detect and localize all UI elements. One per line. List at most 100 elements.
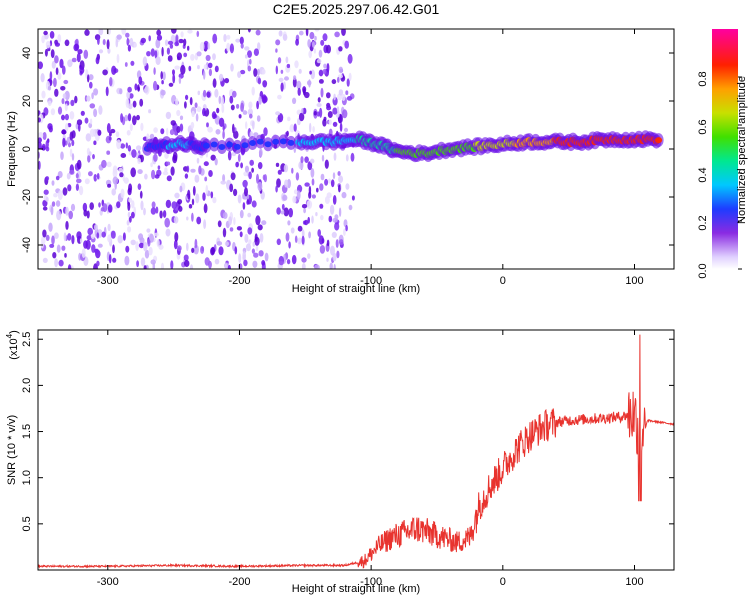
spectrogram-noise-cell <box>338 46 343 52</box>
spectrogram-noise-cell <box>88 74 94 81</box>
spectrogram-noise-cell <box>90 233 95 239</box>
spectrogram-noise-cell <box>76 52 81 63</box>
snr-multiplier-exponent: 4 <box>5 333 14 338</box>
spectrogram-noise-cell <box>38 141 42 150</box>
spectrogram-noise-cell <box>94 248 100 256</box>
spectrogram-noise-cell <box>309 122 312 133</box>
spectrogram-noise-cell <box>109 76 113 87</box>
spectrogram-noise-cell <box>244 233 249 243</box>
spectrogram-noise-cell <box>164 167 168 173</box>
spectrogram-y-tick-label: 40 <box>21 47 33 59</box>
spectrogram-noise-cell <box>308 50 313 59</box>
spectrogram-noise-cell <box>277 94 282 100</box>
spectrogram-noise-cell <box>178 77 182 84</box>
svg-text:(x104): (x104) <box>5 330 20 360</box>
spectrogram-noise-cell <box>222 174 226 183</box>
spectrogram-noise-cell <box>203 40 209 50</box>
spectrogram-noise-cell <box>129 93 134 99</box>
spectrogram-noise-cell <box>47 85 52 91</box>
spectrogram-noise-cell <box>117 235 123 244</box>
spectrogram-noise-cell <box>70 99 75 107</box>
spectrogram-noise-cell <box>286 63 291 69</box>
spectrogram-noise-cell <box>348 204 353 211</box>
spectrogram-noise-cell <box>63 79 69 85</box>
spectrogram-noise-cell <box>196 106 202 113</box>
spectrogram-noise-cell <box>171 29 177 34</box>
spectrogram-noise-cell <box>138 242 145 249</box>
spectrogram-noise-cell <box>208 170 213 177</box>
spectrogram-noise-cell <box>171 201 177 210</box>
spectrogram-noise-cell <box>119 172 124 178</box>
spectrogram-noise-cell <box>64 39 70 47</box>
spectrogram-noise-cell <box>214 158 218 166</box>
spectrogram-noise-cell <box>238 114 242 119</box>
spectrogram-noise-cell <box>132 115 137 126</box>
spectrogram-noise-cell <box>328 215 333 223</box>
colorbar-label: Normalized spectral amplitude <box>736 76 748 224</box>
spectrogram-noise-cell <box>298 68 302 74</box>
spectrogram-noise-cell <box>179 115 184 121</box>
spectrogram-noise-cell <box>134 83 138 91</box>
spectrogram-noise-cell <box>304 156 309 163</box>
spectrogram-noise-cell <box>143 265 147 269</box>
spectrogram-noise-cell <box>285 56 289 64</box>
spectrogram-noise-cell <box>345 183 350 190</box>
spectrogram-y-tick-label: 20 <box>21 95 33 107</box>
spectrogram-noise-cell <box>179 123 184 132</box>
spectrogram-noise-cell <box>216 107 220 114</box>
spectrogram-noise-cell <box>351 195 355 201</box>
spectrogram-noise-cell <box>221 104 225 114</box>
spectrogram-noise-cell <box>301 235 305 245</box>
spectrogram-noise-cell <box>307 39 311 48</box>
spectrogram-noise-cell <box>166 127 169 136</box>
spectrogram-noise-cell <box>162 71 166 81</box>
spectrogram-noise-cell <box>57 190 63 201</box>
spectrogram-noise-cell <box>85 133 92 142</box>
spectrogram-noise-cell <box>193 244 199 255</box>
spectrogram-noise-cell <box>156 34 163 41</box>
spectrogram-noise-cell <box>286 130 289 137</box>
spectrogram-noise-cell <box>126 130 131 136</box>
spectrogram-noise-cell <box>173 216 179 224</box>
spectrogram-noise-cell <box>326 63 330 73</box>
spectrogram-noise-cell <box>345 90 349 95</box>
spectrogram-noise-cell <box>220 180 226 185</box>
spectrogram-noise-cell <box>45 234 50 241</box>
spectrogram-noise-cell <box>47 100 52 106</box>
spectrogram-y-tick-label: -40 <box>21 237 33 253</box>
spectrogram-noise-cell <box>133 42 137 48</box>
spectrogram-noise-cell <box>332 172 336 180</box>
spectrogram-noise-cell <box>199 41 205 52</box>
spectrogram-noise-cell <box>59 58 64 69</box>
spectrogram-noise-cell <box>89 118 93 125</box>
spectrogram-noise-cell <box>259 233 264 243</box>
spectrogram-noise-cell <box>142 56 148 67</box>
spectrogram-noise-cell <box>135 145 142 151</box>
spectrogram-noise-cell <box>242 195 245 200</box>
spectrogram-noise-cell <box>106 39 110 50</box>
spectrogram-noise-cell <box>127 226 132 233</box>
spectrogram-noise-cell <box>57 106 63 115</box>
spectrogram-y-ticks: -40 -20 0 20 40 <box>21 47 674 253</box>
spectrogram-noise-cell <box>320 214 324 221</box>
spectrogram-noise-cell <box>296 80 302 90</box>
spectrogram-noise-cell <box>192 185 196 196</box>
spectrogram-noise-cell <box>53 193 58 198</box>
spectrogram-noise-cell <box>153 153 158 162</box>
spectrogram-noise-cell <box>318 49 323 58</box>
spectrogram-noise-cell <box>338 89 344 96</box>
spectrogram-noise-cell <box>334 222 340 231</box>
spectrogram-noise-cell <box>131 211 135 219</box>
spectrogram-noise-cell <box>38 61 43 70</box>
spectrogram-noise-cell <box>89 202 94 211</box>
spectrogram-noise-cell <box>253 48 259 56</box>
spectrogram-noise-cell <box>249 159 254 166</box>
spectrogram-noise-cell <box>157 165 161 170</box>
spectrogram-noise-cell <box>301 204 308 209</box>
spectrogram-noise-cell <box>96 260 100 267</box>
spectrogram-noise-cell <box>166 175 172 182</box>
spectrogram-noise-cell <box>314 264 320 269</box>
spectrogram-noise-cell <box>208 68 212 77</box>
spectrogram-noise-cell <box>138 233 144 241</box>
spectrogram-noise-cell <box>67 123 72 128</box>
